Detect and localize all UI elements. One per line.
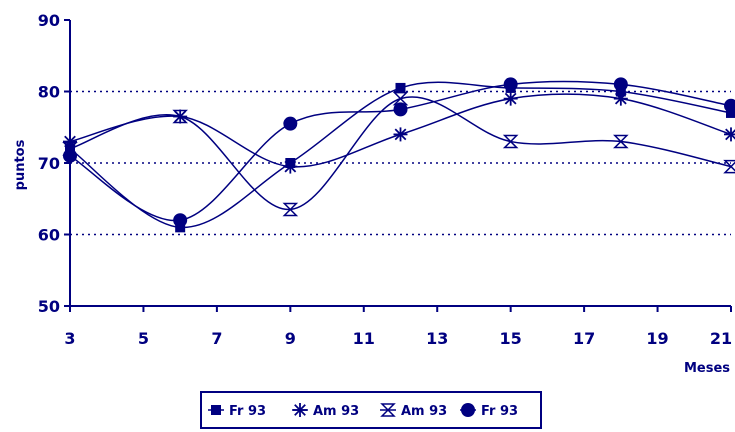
data-point-asterisk [503,91,518,106]
data-point-asterisk [613,91,628,106]
marker-hourglass-shape [502,134,519,149]
x-tick-label: 17 [573,329,595,348]
legend: Fr 93 Am 93 Am 93 Fr 93 [200,391,542,429]
series-markers [62,77,735,233]
marker-asterisk-stroke [394,128,407,141]
data-point-hourglass [723,159,735,174]
marker-asterisk-stroke [294,404,306,416]
x-tick-label: 7 [211,329,222,348]
x-axis-title: Meses [684,361,730,376]
marker-hourglass-shape [282,202,299,217]
marker-circle-shape [63,148,77,163]
y-axis-title: puntos [13,139,28,190]
marker-square-shape [175,222,186,233]
legend-marker-circle [461,403,475,417]
marker-hourglass-shape [392,91,409,106]
legend-items: Fr 93 Am 93 Am 93 Fr 93 [208,403,518,419]
marker-square-shape [615,86,626,97]
marker-circle-shape [173,213,188,228]
data-point-circle [63,148,77,163]
marker-circle-shape [393,102,408,117]
marker-circle-shape [503,77,518,92]
data-point-asterisk [393,127,408,142]
legend-box [200,391,542,429]
legend-label: Am 93 [313,404,359,419]
marker-asterisk-stroke [504,92,517,105]
y-tick-labels: 50 60 70 80 90 [38,11,60,316]
data-point-circle [393,102,408,117]
x-tick-label: 15 [500,329,522,348]
data-point-square [726,107,735,118]
marker-circle-shape [461,403,475,417]
data-point-circle [503,77,518,92]
data-point-circle [173,213,188,228]
data-point-asterisk [283,159,298,174]
data-point-circle [283,116,298,131]
marker-circle-shape [283,116,298,131]
data-point-circle [724,98,735,113]
y-tick-label: 70 [38,154,60,173]
legend-marker-hourglass [380,403,396,417]
data-point-hourglass [392,91,409,106]
y-tick-label: 80 [38,83,60,102]
marker-asterisk-stroke [614,92,627,105]
marker-hourglass-shape [172,109,188,124]
marker-square-shape [211,405,221,415]
legend-marker-asterisk [293,403,307,417]
legend-marker-square [211,405,221,415]
data-point-hourglass [282,202,299,217]
series-line-4 [69,80,732,222]
marker-hourglass-shape [380,403,396,417]
marker-hourglass-shape [723,159,735,174]
data-point-hourglass [172,109,188,124]
x-tick-label: 9 [285,329,296,348]
data-point-circle [613,77,628,92]
legend-label: Am 93 [401,404,447,419]
y-tick-label: 90 [38,11,60,30]
data-point-hourglass [502,134,519,149]
data-point-hourglass [613,134,629,149]
x-tick-label: 19 [646,329,668,348]
x-tick-labels: 3 5 7 9 11 13 15 17 19 21 [64,329,732,348]
axes [64,19,732,312]
marker-hourglass-shape [613,134,629,149]
x-tick-label: 21 [710,329,732,348]
marker-asterisk-stroke [284,160,297,173]
data-point-asterisk [63,134,77,149]
x-tick-label: 3 [64,329,75,348]
marker-square-shape [726,107,735,118]
x-tick-label: 11 [353,329,375,348]
data-point-square [175,222,186,233]
legend-label: Fr 93 [481,404,518,419]
x-tick-label: 5 [138,329,149,348]
marker-square-shape [395,82,406,93]
y-tick-label: 50 [38,297,60,316]
marker-circle-shape [724,98,735,113]
data-point-square [395,82,406,93]
data-point-square [615,86,626,97]
legend-label: Fr 93 [229,404,266,419]
marker-circle-shape [613,77,628,92]
data-point-asterisk [724,127,735,142]
y-tick-label: 60 [38,226,60,245]
x-tick-label: 13 [426,329,448,348]
